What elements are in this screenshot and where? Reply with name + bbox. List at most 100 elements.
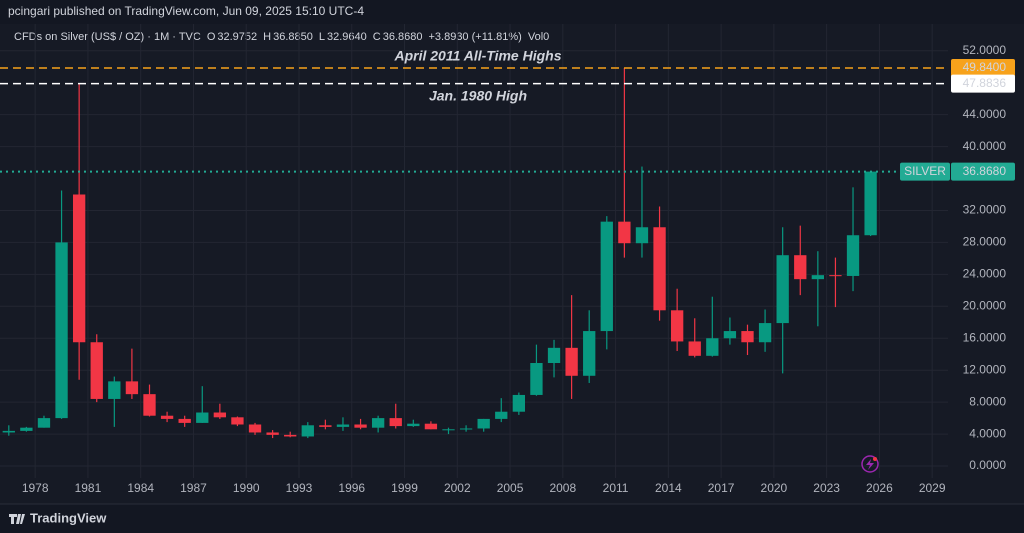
- candle-body: [90, 342, 103, 399]
- candle-body: [301, 425, 314, 437]
- x-tick-label: 1987: [180, 481, 207, 495]
- volume: Vol0: [528, 31, 549, 43]
- x-tick-label: 2020: [761, 481, 788, 495]
- candle-body: [635, 227, 649, 244]
- footer-brand: TradingView: [30, 510, 107, 525]
- y-tick-label: 40.0000: [963, 139, 1007, 153]
- ohlc-value: 32.9752: [217, 31, 257, 43]
- candle-body: [213, 412, 227, 418]
- y-tick-label: 28.0000: [963, 235, 1007, 249]
- ohlc-key: L: [319, 31, 325, 43]
- ohlc-value: 36.8680: [383, 31, 423, 43]
- x-tick-label: 2002: [444, 481, 471, 495]
- candle-body: [196, 412, 209, 423]
- candle-body: [407, 423, 420, 427]
- ohlc-value: 36.8850: [273, 31, 313, 43]
- candle-body: [776, 255, 789, 324]
- y-tick-label: 16.0000: [963, 330, 1007, 344]
- plot: [0, 24, 948, 478]
- candle-body: [565, 347, 578, 376]
- candle-body: [618, 221, 631, 244]
- logo-icon: [9, 514, 25, 524]
- candle-body: [284, 434, 297, 437]
- candle-body: [442, 429, 455, 431]
- y-tick-label: 8.0000: [969, 394, 1006, 408]
- y-tick-label: 24.0000: [963, 267, 1007, 281]
- ohlc-key: O: [207, 31, 216, 43]
- y-tick-label: 12.0000: [963, 362, 1007, 376]
- price-badge-label: 49.8400: [963, 60, 1007, 74]
- candle-body: [583, 331, 596, 376]
- candle-body: [72, 194, 86, 343]
- candle-body: [495, 411, 508, 419]
- price-badge: [951, 162, 1015, 181]
- symbol-info: CFDs on Silver (US$ / OZ) · 1M · TVC: [14, 31, 201, 43]
- candle-body: [846, 235, 860, 276]
- candle-body: [459, 428, 473, 430]
- candle-body: [794, 255, 807, 280]
- ohlc-key: H: [263, 31, 271, 43]
- candle-body: [143, 394, 156, 416]
- annotations: April 2011 All-Time Highs 49.8400 Jan. 198…: [0, 48, 1015, 181]
- candle-body: [108, 381, 121, 399]
- candle-body: [864, 171, 877, 236]
- x-tick-label: 1999: [391, 481, 418, 495]
- candle-body: [547, 347, 561, 364]
- candle-body: [354, 424, 367, 428]
- candle-body: [125, 381, 139, 395]
- legend: CFDs on Silver (US$ / OZ) · 1M · TVC O 32.…: [14, 31, 549, 43]
- candle-body: [319, 425, 332, 427]
- candle-body: [266, 432, 279, 435]
- ohlc-value: 32.9640: [327, 31, 367, 43]
- candle-body: [688, 341, 701, 356]
- candle-body: [811, 275, 825, 280]
- alert-bolt: [866, 459, 874, 470]
- x-tick-label: 2008: [549, 481, 576, 495]
- candle-body: [424, 423, 438, 430]
- header-text: pcingari published on TradingView.com, J…: [8, 4, 364, 18]
- symbol-badge: [900, 162, 950, 181]
- candle-body: [389, 418, 402, 427]
- x-tick-label: 2011: [603, 481, 629, 495]
- x-tick-label: 2026: [866, 481, 893, 495]
- candle-body: [758, 323, 772, 343]
- change: +3.8930 (+11.81%): [428, 31, 521, 43]
- axes: 0.0000 4.0000 8.0000 12.0000 16.0000 20.0000 2…: [22, 43, 1007, 495]
- candle-body: [723, 331, 737, 339]
- x-tick-label: 2005: [497, 481, 524, 495]
- price-badge-label: 36.8680: [963, 164, 1007, 178]
- price-badge-label: 47.8836: [963, 76, 1007, 90]
- x-tick-label: 1993: [286, 481, 313, 495]
- y-tick-label: 44.0000: [963, 107, 1007, 121]
- y-tick-label: 32.0000: [963, 203, 1007, 217]
- candle-body: [477, 418, 490, 429]
- y-tick-label: 4.0000: [969, 426, 1006, 440]
- x-tick-label: 1996: [338, 481, 365, 495]
- candle-body: [160, 415, 174, 419]
- x-tick-label: 2029: [919, 481, 946, 495]
- alert-icon[interactable]: [861, 455, 879, 473]
- x-tick-label: 2014: [655, 481, 682, 495]
- candle-body: [530, 363, 543, 395]
- price-badge: [951, 59, 1015, 78]
- x-tick-label: 1978: [22, 481, 49, 495]
- candle-body: [248, 424, 262, 433]
- candle-body: [371, 418, 385, 428]
- candle-body: [706, 338, 719, 356]
- ohlc-key: C: [373, 31, 381, 43]
- symbol-badge-label: SILVER: [904, 164, 946, 178]
- x-tick-label: 1990: [233, 481, 260, 495]
- x-tick-label: 2023: [813, 481, 840, 495]
- y-tick-label: 0.0000: [969, 458, 1006, 472]
- candle-body: [20, 427, 33, 431]
- candle-body: [670, 310, 684, 342]
- candle-body: [2, 430, 15, 433]
- x-tick-label: 2017: [708, 481, 735, 495]
- line-annotation: Jan. 1980 High: [429, 87, 527, 103]
- candle-body: [741, 331, 754, 343]
- x-tick-label: 1984: [127, 481, 154, 495]
- line-annotation: April 2011 All-Time Highs: [393, 48, 561, 64]
- candle-body: [829, 275, 842, 277]
- candle-body: [55, 242, 68, 419]
